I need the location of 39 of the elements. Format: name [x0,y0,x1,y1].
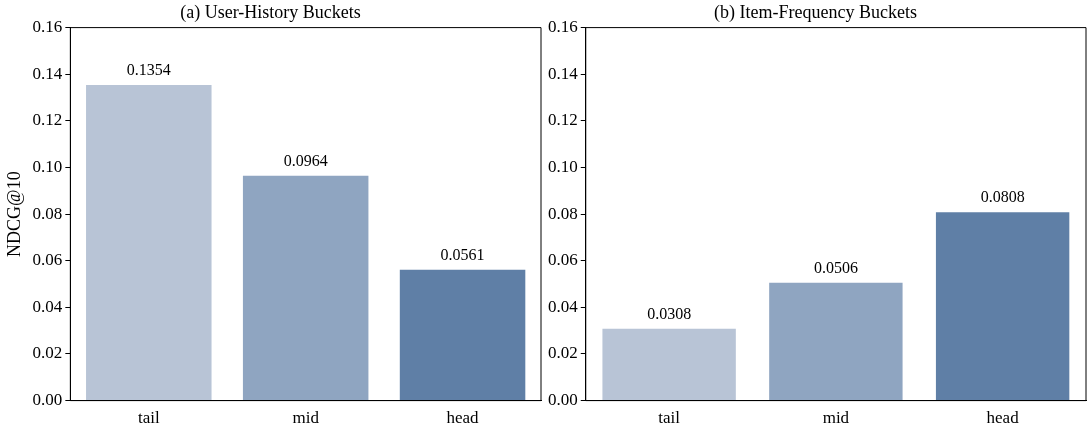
data-label: 0.1354 [126,61,171,79]
x-tick-label: tail [137,408,160,428]
y-axis-title: NDCG@10 [3,171,24,257]
bar [399,269,526,401]
y-tick-label: 0.14 [548,63,579,83]
y-tick-label: 0.02 [32,343,63,363]
y-tick-label: 0.00 [32,390,63,410]
x-tick-label: mid [292,408,320,428]
data-label: 0.0308 [647,305,692,322]
data-label: 0.0964 [283,152,328,170]
y-tick-label: 0.12 [548,110,578,130]
chart-title: (b) Item-Frequency Buckets [714,1,917,23]
y-tick-label: 0.04 [548,296,579,316]
bar [935,212,1070,401]
y-tick-label: 0.06 [548,250,578,270]
chart-title: (a) User-History Buckets [180,1,361,23]
bar [86,84,212,401]
y-tick-label: 0.10 [548,156,578,176]
data-label: 0.0506 [813,258,858,276]
data-label: 0.0808 [980,188,1025,206]
y-tick-label: 0.14 [32,63,63,83]
y-tick-label: 0.02 [548,343,578,363]
y-tick-label: 0.08 [548,203,578,223]
y-tick-label: 0.04 [32,296,63,316]
y-tick-label: 0.00 [548,390,578,410]
y-tick-label: 0.16 [32,17,63,37]
y-tick-label: 0.08 [32,203,63,223]
data-label: 0.0561 [440,246,485,264]
x-tick-label: tail [658,408,681,428]
y-tick-label: 0.10 [32,156,63,176]
y-tick-label: 0.16 [548,17,578,37]
bar [602,328,736,401]
bar [242,175,369,401]
y-tick-label: 0.06 [32,250,63,270]
y-tick-label: 0.12 [32,110,63,130]
x-tick-label: mid [822,408,850,428]
bar [769,282,903,401]
x-tick-label: head [986,408,1020,428]
x-tick-label: head [446,408,480,428]
